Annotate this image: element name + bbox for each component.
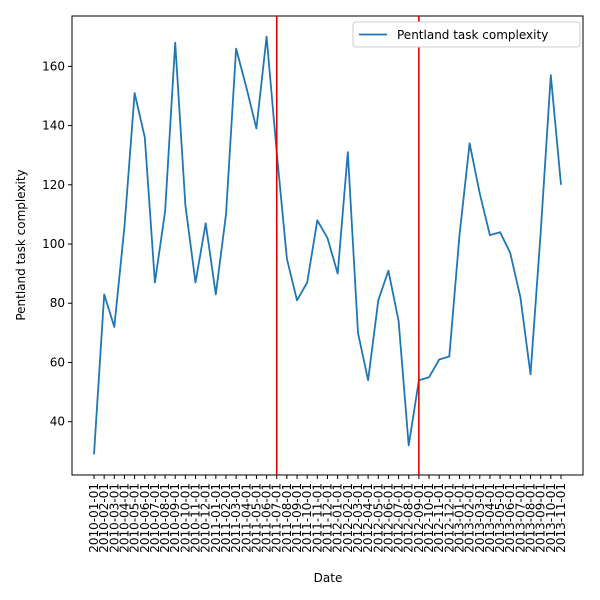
x-tick-label: 2011-10-01 <box>300 483 314 553</box>
y-tick-label: 60 <box>50 355 65 369</box>
x-tick-label: 2013-02-01 <box>463 483 477 553</box>
x-tick-label: 2013-06-01 <box>503 483 517 553</box>
x-tick-label: 2013-03-01 <box>473 483 487 553</box>
x-tick-label: 2010-08-01 <box>158 483 172 553</box>
x-tick-label: 2012-10-01 <box>422 483 436 553</box>
x-tick-label: 2011-09-01 <box>290 483 304 553</box>
x-tick-label: 2013-09-01 <box>534 483 548 553</box>
x-axis-label: Date <box>314 571 343 585</box>
x-tick-label: 2010-10-01 <box>178 483 192 553</box>
y-tick-label: 120 <box>42 178 65 192</box>
x-tick-label: 2011-08-01 <box>280 483 294 553</box>
x-tick-label: 2010-02-01 <box>97 483 111 553</box>
x-tick-label: 2013-04-01 <box>483 483 497 553</box>
x-tick-label: 2012-01-01 <box>331 483 345 553</box>
x-tick-label: 2010-04-01 <box>118 483 132 553</box>
x-tick-label: 2013-10-01 <box>544 483 558 553</box>
x-tick-label: 2010-11-01 <box>189 483 203 553</box>
x-tick-label: 2012-03-01 <box>351 483 365 553</box>
x-tick-label: 2011-06-01 <box>260 483 274 553</box>
x-tick-label: 2013-01-01 <box>453 483 467 553</box>
x-tick-label: 2013-05-01 <box>493 483 507 553</box>
x-tick-label: 2012-05-01 <box>371 483 385 553</box>
x-tick-label: 2010-03-01 <box>107 483 121 553</box>
x-tick-label: 2010-05-01 <box>128 483 142 553</box>
x-tick-label: 2013-08-01 <box>524 483 538 553</box>
plot-area <box>71 15 584 476</box>
x-tick-label: 2012-11-01 <box>432 483 446 553</box>
x-tick-label: 2011-02-01 <box>219 483 233 553</box>
x-tick-label: 2013-11-01 <box>554 483 568 553</box>
x-tick-label: 2011-04-01 <box>239 483 253 553</box>
x-tick-label: 2012-12-01 <box>442 483 456 553</box>
x-tick-label: 2011-12-01 <box>321 483 335 553</box>
x-tick-label: 2011-11-01 <box>310 483 324 553</box>
legend-box <box>352 21 581 48</box>
y-axis-label: Pentland task complexity <box>14 169 28 320</box>
x-tick-label: 2011-01-01 <box>209 483 223 553</box>
y-axis: 40 60 80 100 120 140 160 <box>42 59 72 429</box>
y-tick-label: 80 <box>50 296 65 310</box>
x-axis: 2010-01-012010-02-012010-03-012010-04-01… <box>87 475 568 553</box>
x-tick-label: 2012-04-01 <box>361 483 375 553</box>
y-tick-label: 100 <box>42 237 65 251</box>
x-tick-label: 2012-08-01 <box>402 483 416 553</box>
x-tick-label: 2010-07-01 <box>148 483 162 553</box>
x-tick-label: 2010-09-01 <box>168 483 182 553</box>
x-tick-label: 2010-12-01 <box>199 483 213 553</box>
x-tick-label: 2013-07-01 <box>513 483 527 553</box>
x-tick-label: 2012-02-01 <box>341 483 355 553</box>
legend: Pentland task complexity <box>352 21 581 48</box>
legend-label: Pentland task complexity <box>397 28 548 42</box>
y-tick-label: 40 <box>50 415 65 429</box>
x-tick-label: 2010-06-01 <box>138 483 152 553</box>
x-tick-label: 2012-06-01 <box>381 483 395 553</box>
x-tick-label: 2012-09-01 <box>412 483 426 553</box>
x-tick-label: 2010-01-01 <box>87 483 101 553</box>
x-tick-label: 2011-03-01 <box>229 483 243 553</box>
y-tick-label: 160 <box>42 59 65 73</box>
x-tick-label: 2012-07-01 <box>392 483 406 553</box>
x-tick-label: 2011-07-01 <box>270 483 284 553</box>
x-tick-label: 2011-05-01 <box>249 483 263 553</box>
series-line <box>93 35 562 455</box>
y-tick-label: 140 <box>42 119 65 133</box>
